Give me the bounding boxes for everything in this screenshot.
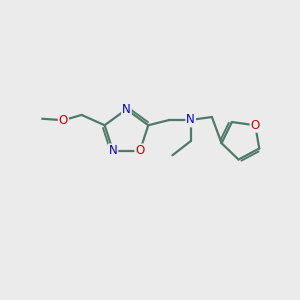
Text: N: N [186,113,195,126]
Text: N: N [109,144,117,158]
Text: O: O [59,114,68,127]
Text: N: N [122,103,131,116]
Text: O: O [250,119,260,132]
Text: O: O [135,144,145,158]
